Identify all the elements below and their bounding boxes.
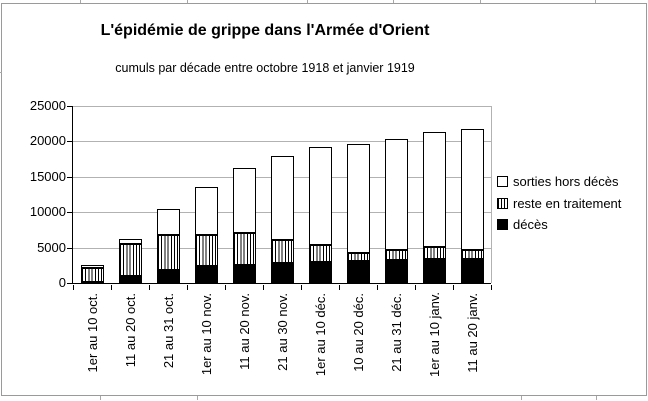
y-axis-label-10000: 10000 (29, 204, 66, 219)
cell-gridline-stub (480, 0, 481, 3)
bar-segment-1-cat4 (232, 233, 256, 265)
legend-label-reste: reste en traitement (513, 195, 622, 211)
bar-segment-2-cat3 (194, 187, 218, 235)
cell-gridline-stub (307, 0, 308, 3)
cell-gridline-stub (521, 396, 522, 400)
y-axis-tick-15000 (67, 177, 73, 178)
bar-segment-2-cat5 (270, 156, 294, 240)
bar-segment-1-cat2 (156, 235, 180, 270)
bar-segment-2-cat9 (422, 132, 446, 247)
bar-segment-1-cat7 (346, 253, 370, 261)
bar-segment-0-cat7 (346, 261, 370, 283)
x-axis-tick-1 (110, 284, 112, 290)
cell-gridline-stub (393, 0, 394, 3)
x-axis-label-cat9: 1er au 10 janv. (427, 291, 442, 377)
bar-segment-2-cat1 (118, 239, 142, 244)
bar-segment-1-cat3 (194, 235, 218, 266)
bar-segment-2-cat8 (384, 139, 408, 250)
bar-segment-0-cat5 (270, 263, 294, 283)
bar-segment-1-cat10 (460, 250, 484, 259)
bar-segment-2-cat6 (308, 147, 332, 245)
bar-segment-0-cat8 (384, 260, 408, 283)
x-axis-tick-0 (72, 284, 74, 290)
x-axis-tick-3 (186, 284, 188, 290)
bar-segment-0-cat3 (194, 266, 218, 283)
bar-segment-2-cat4 (232, 168, 256, 233)
bar-segment-2-cat7 (346, 144, 370, 253)
legend-marker-white-square-icon (497, 176, 508, 188)
x-axis-tick-7 (338, 284, 340, 290)
cell-gridline-stub (100, 396, 101, 400)
legend-label-deces: décès (513, 217, 548, 233)
x-axis-tick-4 (224, 284, 226, 290)
x-axis-line (71, 282, 491, 285)
x-axis-label-cat4: 11 au 20 nov. (237, 293, 252, 370)
y-axis-label-15000: 15000 (29, 169, 66, 184)
bar-segment-2-cat0 (80, 265, 104, 268)
cell-gridline-stub (197, 396, 198, 400)
bar-segment-1-cat5 (270, 240, 294, 263)
gridline-20000 (73, 141, 491, 142)
cell-gridline-stub (80, 0, 81, 3)
gridline-25000 (73, 106, 491, 107)
x-axis-label-cat7: 10 au 20 déc. (351, 293, 366, 372)
bar-segment-0-cat10 (460, 259, 484, 283)
x-axis-label-cat3: 1er au 10 nov. (199, 293, 214, 376)
chart-object-frame (1, 3, 647, 396)
x-axis-tick-9 (414, 284, 416, 290)
y-axis-tick-0 (67, 283, 73, 284)
bar-segment-2-cat2 (156, 209, 180, 235)
chart-subtitle: cumuls par décade entre octobre 1918 et … (115, 61, 415, 75)
legend-item-reste: reste en traitement (497, 193, 621, 215)
bar-segment-1-cat1 (118, 244, 142, 276)
y-axis-label-0: 0 (58, 275, 66, 290)
x-axis-tick-10 (452, 284, 454, 290)
x-axis-label-cat5: 21 au 30 nov. (275, 293, 290, 371)
bar-segment-2-cat10 (460, 129, 484, 250)
bar-segment-1-cat0 (80, 268, 104, 282)
legend-item-deces: décès (497, 214, 621, 236)
y-axis-tick-20000 (67, 141, 73, 142)
legend-label-sorties: sorties hors décès (513, 174, 619, 190)
x-axis-label-cat6: 1er au 10 déc. (313, 293, 328, 377)
y-axis-tick-10000 (67, 212, 73, 213)
legend-marker-black-square-icon (497, 219, 508, 231)
bar-segment-0-cat6 (308, 262, 332, 283)
bar-segment-0-cat4 (232, 265, 256, 283)
y-axis-label-5000: 5000 (37, 240, 66, 255)
y-axis-tick-5000 (67, 248, 73, 249)
x-axis-label-cat8: 21 au 31 déc. (389, 293, 404, 372)
cell-gridline-stub (0, 72, 2, 73)
legend-item-sorties: sorties hors décès (497, 171, 621, 193)
y-axis-label-25000: 25000 (29, 98, 66, 113)
bar-segment-1-cat9 (422, 247, 446, 259)
y-axis-label-20000: 20000 (29, 133, 66, 148)
cell-gridline-stub (596, 396, 597, 400)
bar-segment-1-cat8 (384, 250, 408, 260)
bar-segment-1-cat6 (308, 245, 332, 262)
legend-marker-hatched-square-icon (497, 197, 508, 209)
x-axis-label-cat10: 11 au 20 janv. (465, 293, 480, 373)
x-axis-label-cat2: 21 au 31 oct. (161, 293, 176, 369)
x-axis-label-cat1: 11 au 20 oct. (123, 293, 138, 368)
x-axis-tick-11 (490, 284, 492, 290)
cell-gridline-stub (595, 0, 596, 3)
y-axis-tick-25000 (67, 106, 73, 107)
x-axis-label-cat0: 1er au 10 oct. (85, 293, 100, 373)
bar-segment-0-cat2 (156, 270, 180, 283)
plot-right-border (491, 106, 492, 283)
x-axis-tick-2 (148, 284, 150, 290)
x-axis-tick-8 (376, 284, 378, 290)
cell-gridline-stub (187, 0, 188, 3)
legend: sorties hors décès reste en traitement d… (497, 171, 621, 236)
bar-segment-0-cat9 (422, 259, 446, 283)
x-axis-tick-6 (300, 284, 302, 290)
y-axis-line (71, 106, 73, 284)
x-axis-tick-5 (262, 284, 264, 290)
chart-title: L'épidémie de grippe dans l'Armée d'Orie… (100, 22, 430, 39)
